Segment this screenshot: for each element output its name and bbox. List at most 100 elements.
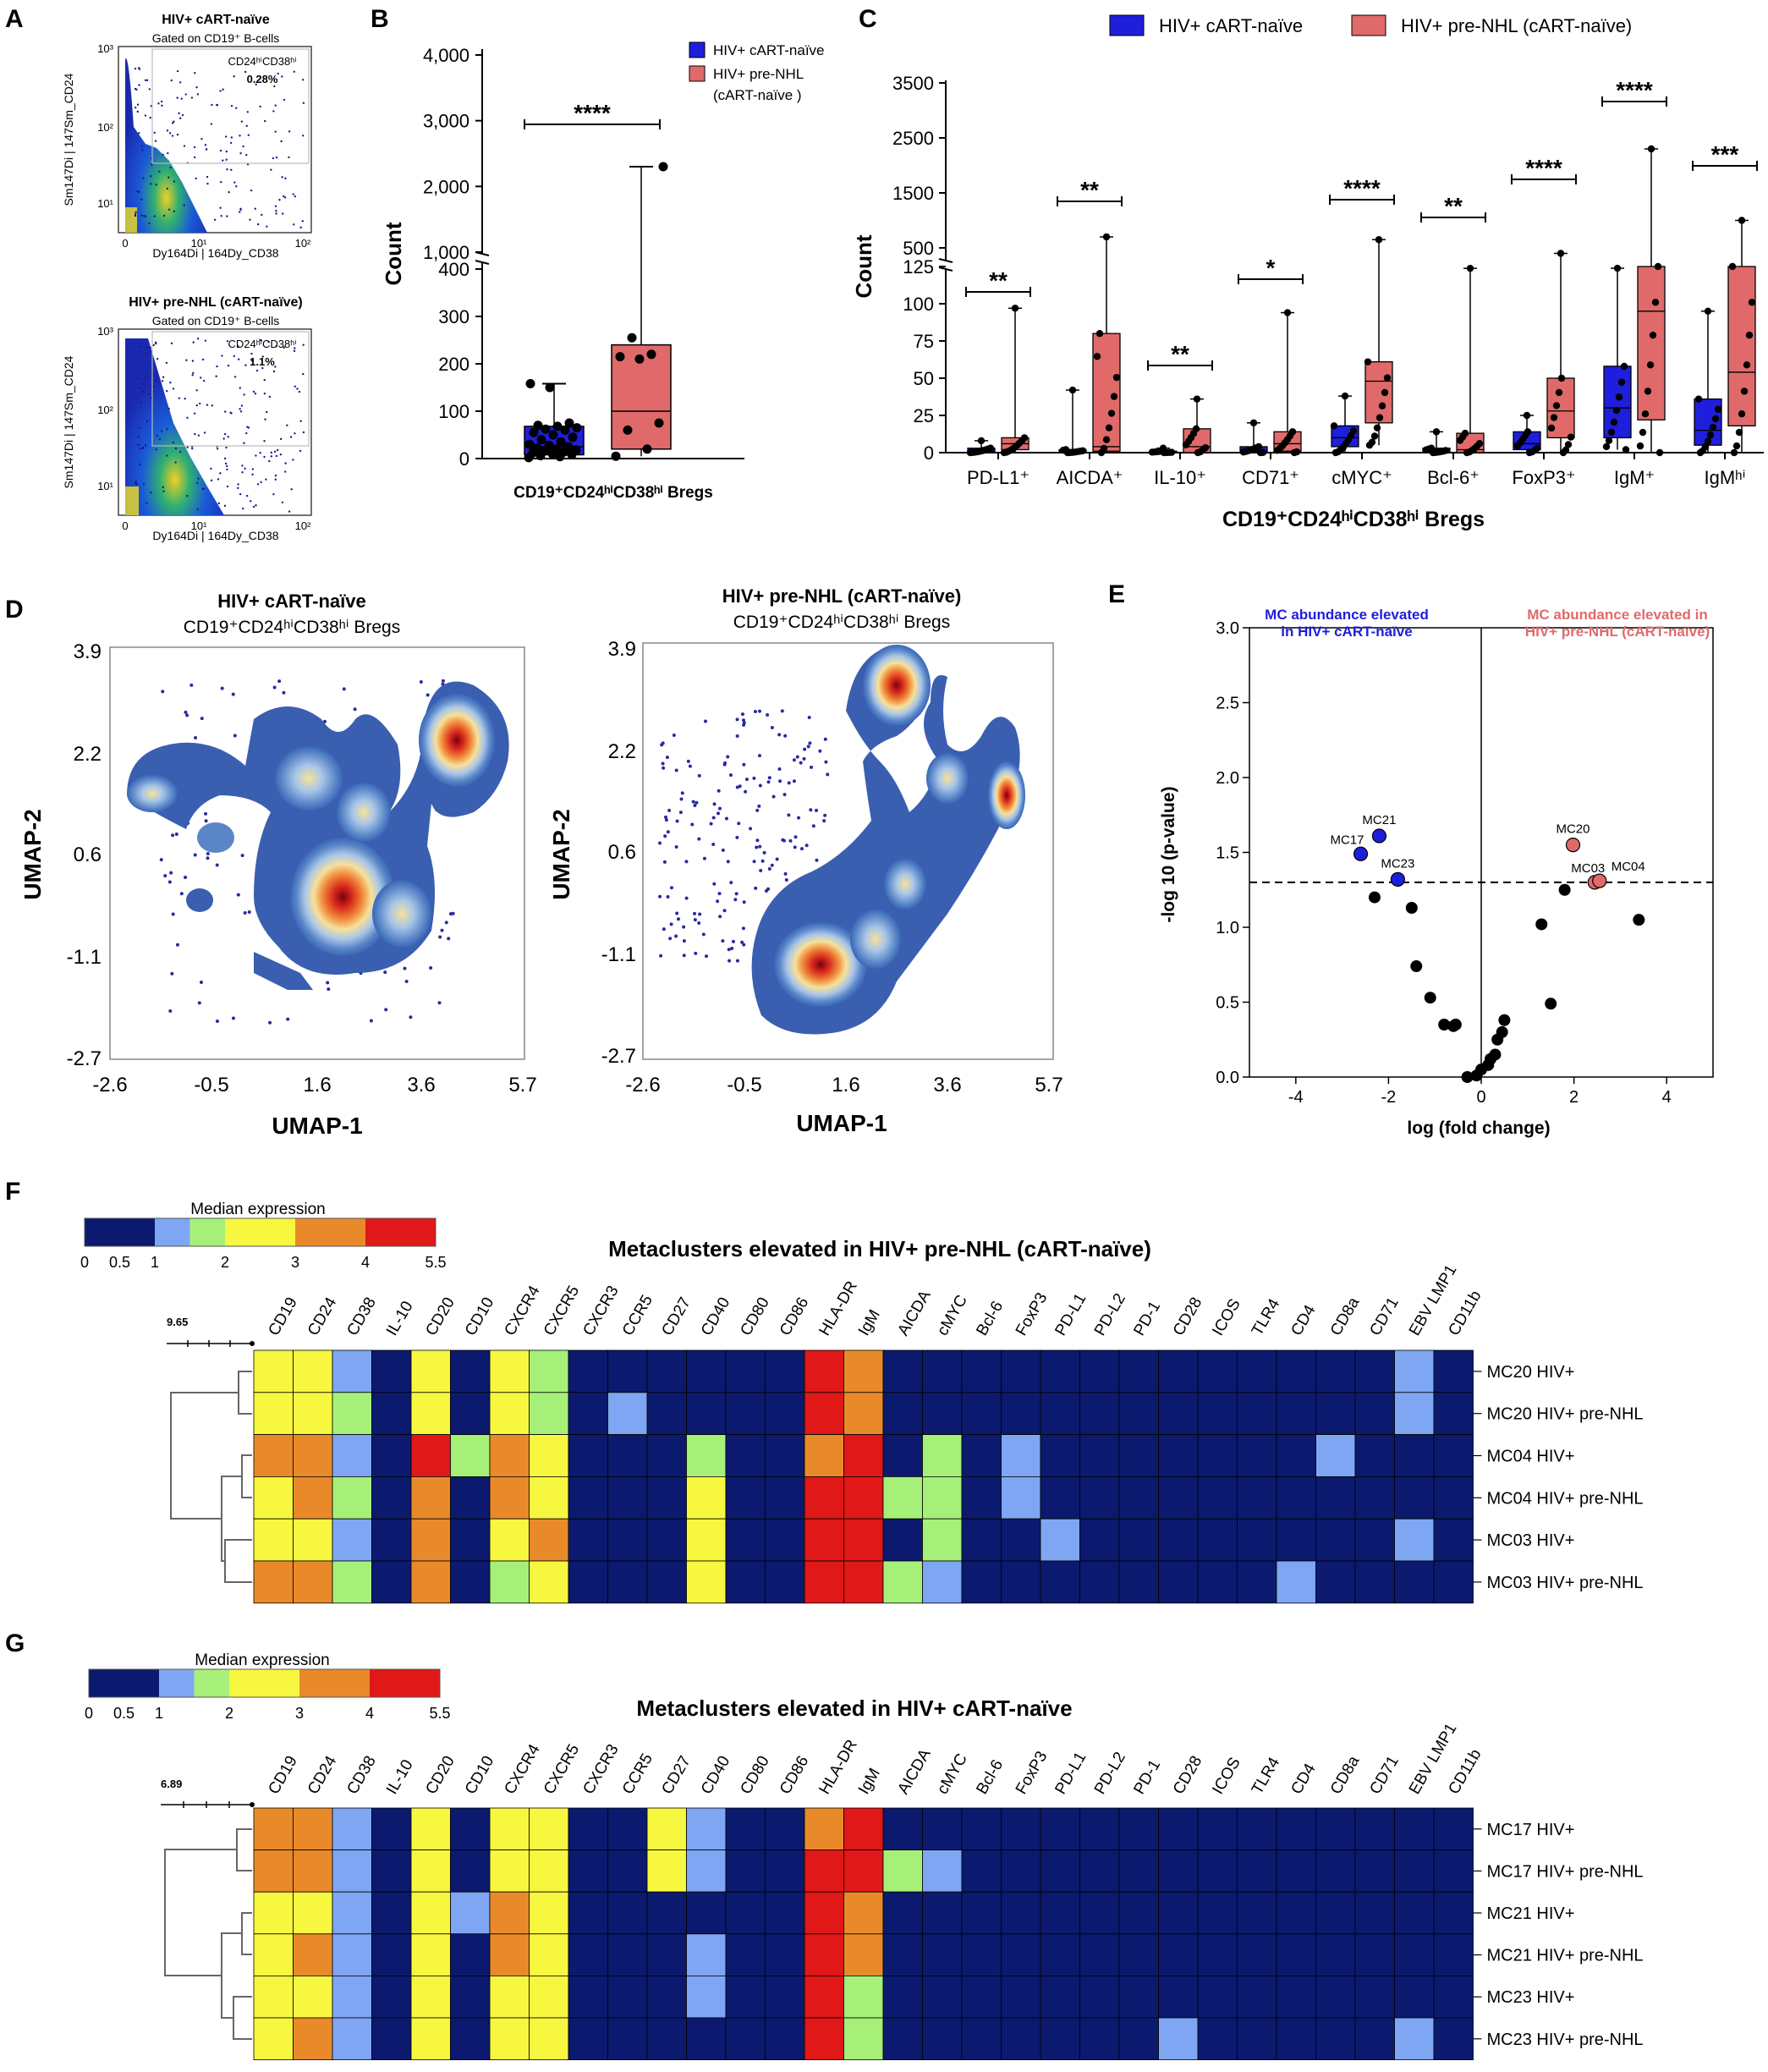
facs-event — [220, 180, 222, 184]
heatmap-column-label: cMYC — [934, 1292, 971, 1338]
umap-point — [797, 816, 801, 820]
heatmap-row-label: MC04 HIV+ pre-NHL — [1487, 1489, 1644, 1508]
facs-bottom-xtick: 0 — [122, 519, 128, 532]
facs-event — [171, 122, 174, 124]
c-point — [1079, 447, 1087, 454]
c-significance: ** — [1444, 193, 1463, 219]
facs-event — [166, 454, 168, 457]
heatmap-cell — [1158, 1349, 1199, 1393]
b-legend-swatch-red — [689, 65, 706, 82]
umap-point — [807, 716, 811, 720]
umap-point — [277, 679, 282, 684]
heatmap-cell — [843, 1560, 884, 1604]
umap-point — [409, 1015, 413, 1020]
heatmap-cell — [646, 1807, 687, 1850]
umap-point — [664, 818, 668, 822]
b-point — [658, 162, 668, 172]
facs-event — [137, 377, 140, 380]
c-point — [1100, 444, 1108, 453]
heatmap-column-label: CXCR5 — [541, 1283, 583, 1338]
umap-point — [322, 719, 327, 723]
heatmap-cell — [293, 1434, 333, 1477]
facs-event — [250, 189, 253, 192]
heatmap-row-label: MC20 HIV+ — [1487, 1363, 1575, 1382]
umap-left-title: HIV+ cART-naïve — [217, 591, 365, 612]
facs-top-ytick: 10¹ — [97, 197, 113, 210]
umap-point — [792, 779, 796, 783]
c-point — [1704, 437, 1712, 446]
b-point — [572, 423, 582, 433]
umap-point — [233, 734, 237, 738]
e-annotation-right: MC abundance elevated in — [1527, 607, 1708, 623]
scale-swatch — [189, 1218, 226, 1246]
umap-point — [686, 759, 690, 763]
c-significance: ** — [989, 267, 1008, 294]
heatmap-column-label: CD38 — [343, 1294, 379, 1339]
umap-point — [444, 921, 448, 925]
facs-event — [151, 163, 153, 166]
c-boxes: ************************ — [965, 77, 1758, 457]
facs-event — [142, 177, 145, 179]
e-annotation-left: in HIV+ cART-naïve — [1281, 624, 1412, 640]
heatmap-row-label: MC21 HIV+ — [1487, 1904, 1575, 1923]
e-point — [1545, 998, 1557, 1010]
umap-point — [735, 785, 739, 789]
umap-point — [419, 679, 423, 684]
heatmap-cell — [1433, 2017, 1474, 2060]
heatmap-column-label: CXCR4 — [501, 1283, 544, 1339]
g-dendro-branch — [241, 1912, 252, 1955]
heatmap-cell — [1197, 1476, 1238, 1520]
scale-tick-label: 0 — [85, 1705, 93, 1722]
heatmap-row-label: MC17 HIV+ pre-NHL — [1487, 1862, 1644, 1881]
heatmap-column-label: CD24 — [305, 1753, 341, 1798]
heatmap-cell — [568, 1975, 608, 2019]
facs-event — [293, 223, 295, 226]
heatmap-cell — [1197, 1560, 1238, 1604]
c-significance: *** — [1711, 141, 1739, 168]
umap-point — [711, 843, 716, 847]
heatmap-cell — [293, 1975, 333, 2019]
heatmap-cell — [253, 1349, 294, 1393]
facs-bottom-density — [125, 338, 224, 515]
facs-event — [190, 96, 194, 99]
facs-event — [263, 455, 266, 459]
heatmap-cell — [1315, 1933, 1356, 1976]
umap-point — [194, 736, 198, 740]
heatmap-cell — [1197, 1349, 1238, 1393]
c-point — [1711, 415, 1720, 423]
heatmap-cell — [1040, 1891, 1080, 1935]
c-category-label: cMYC⁺ — [1331, 467, 1392, 488]
panel-g: G Median expression 0 0.5 1 2 3 4 5.5 Metaclus… — [5, 1630, 1644, 2060]
umap-point — [723, 761, 728, 765]
facs-event — [264, 418, 266, 420]
umap-point — [754, 886, 758, 890]
heatmap-cell — [725, 1392, 766, 1436]
heatmap-cell — [882, 1933, 923, 1976]
heatmap-cell — [961, 2017, 1002, 2060]
panel-letter-a: A — [5, 5, 24, 33]
b-point — [642, 444, 652, 454]
heatmap-cell — [843, 1807, 884, 1850]
c-ylabel: Count — [851, 234, 876, 298]
scale-swatch — [365, 1218, 401, 1246]
umap-point — [758, 709, 762, 713]
heatmap-cell — [1079, 1476, 1120, 1520]
facs-event — [261, 366, 264, 370]
facs-event — [200, 137, 203, 140]
b-ytick-label: 4,000 — [423, 45, 469, 66]
c-point — [1738, 217, 1746, 224]
heatmap-cell — [1158, 1560, 1199, 1604]
umap-point — [658, 841, 662, 845]
facs-event — [141, 447, 145, 450]
facs-event — [135, 211, 137, 214]
facs-event — [211, 404, 214, 407]
facs-event — [250, 500, 252, 503]
umap-left-xtick: -0.5 — [194, 1074, 228, 1096]
facs-event — [155, 184, 157, 186]
umap-point — [326, 981, 330, 985]
facs-event — [244, 467, 246, 470]
heatmap-cell — [1354, 1975, 1395, 2019]
heatmap-cell — [922, 2017, 963, 2060]
